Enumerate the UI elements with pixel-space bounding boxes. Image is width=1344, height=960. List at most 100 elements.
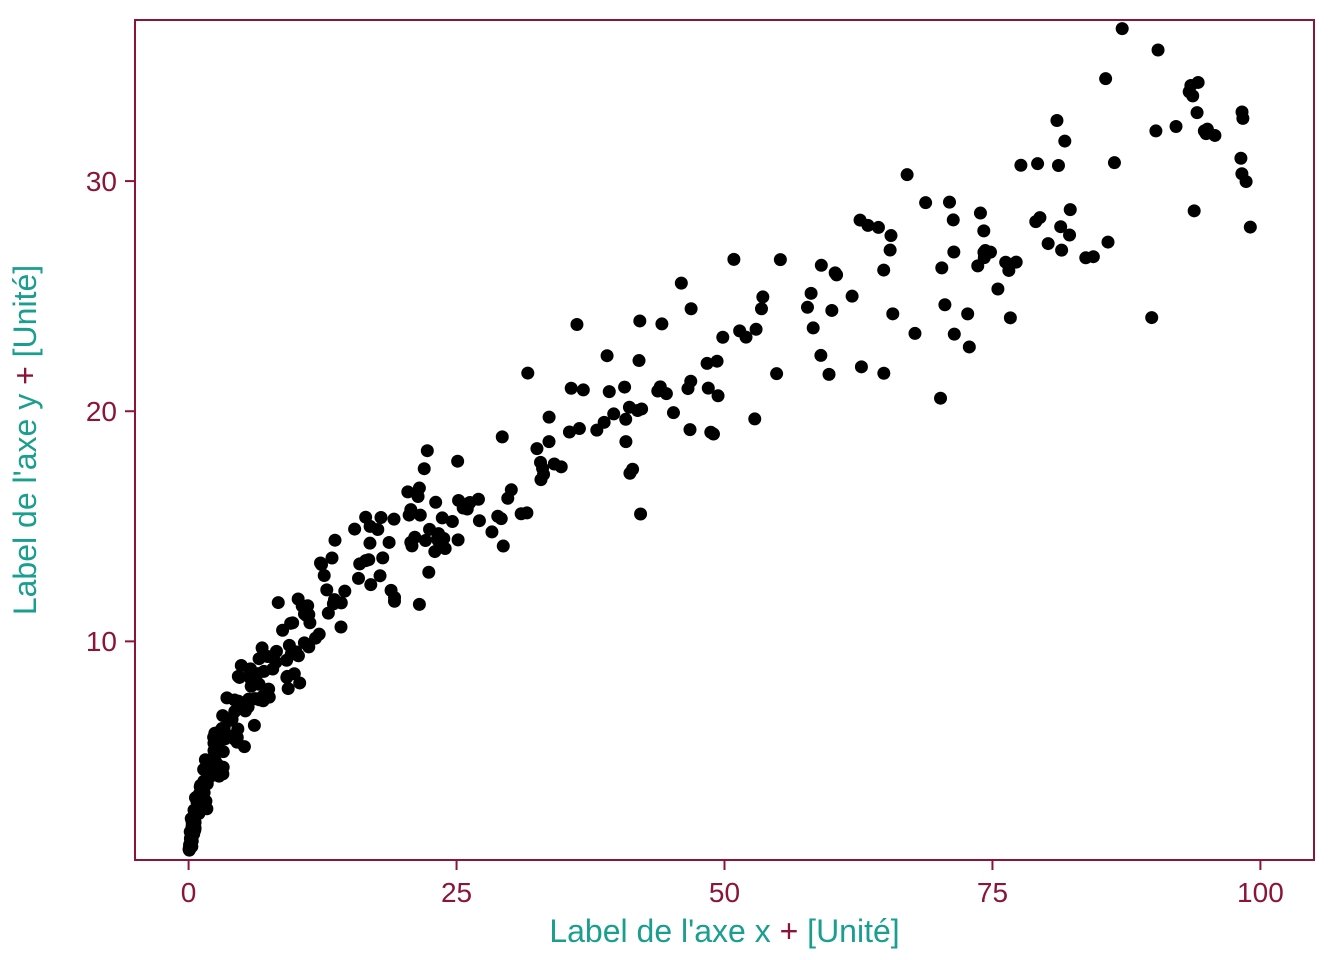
data-point (565, 382, 578, 395)
data-point (388, 595, 401, 608)
data-point (846, 290, 859, 303)
data-point (422, 566, 435, 579)
data-point (429, 496, 442, 509)
data-point (1149, 124, 1162, 137)
data-point (807, 321, 820, 334)
chart-svg: 0255075100102030Label de l'axe x + [Unit… (0, 0, 1344, 960)
data-point (437, 532, 450, 545)
data-point (1170, 120, 1183, 133)
data-point (607, 407, 620, 420)
data-point (830, 268, 843, 281)
data-point (501, 492, 514, 505)
data-point (228, 694, 241, 707)
data-point (601, 349, 614, 362)
data-point (1042, 237, 1055, 250)
data-point (1152, 43, 1165, 56)
data-point (947, 213, 960, 226)
x-tick-label: 75 (977, 877, 1008, 908)
data-point (335, 596, 348, 609)
data-point (855, 360, 868, 373)
data-point (1188, 204, 1201, 217)
data-point (543, 435, 556, 448)
data-point (534, 473, 547, 486)
data-point (248, 719, 261, 732)
data-point (1050, 114, 1063, 127)
data-point (1004, 311, 1017, 324)
data-point (414, 509, 427, 522)
data-point (451, 455, 464, 468)
data-point (756, 290, 769, 303)
data-point (1236, 112, 1249, 125)
data-point (707, 428, 720, 441)
data-point (231, 736, 244, 749)
data-point (543, 411, 556, 424)
data-point (948, 328, 961, 341)
data-point (1055, 244, 1068, 257)
data-point (603, 385, 616, 398)
data-point (1244, 221, 1257, 234)
data-point (1101, 236, 1114, 249)
data-point (877, 367, 890, 380)
x-axis-label: Label de l'axe x + [Unité] (549, 913, 899, 949)
data-point (774, 253, 787, 266)
data-point (683, 423, 696, 436)
data-point (280, 671, 293, 684)
data-point (235, 659, 248, 672)
data-point (563, 426, 576, 439)
data-point (716, 331, 729, 344)
data-point (428, 545, 441, 558)
data-point (328, 534, 341, 547)
data-point (619, 435, 632, 448)
data-point (701, 357, 714, 370)
data-point (963, 340, 976, 353)
data-point (901, 168, 914, 181)
data-point (801, 301, 814, 314)
data-point (496, 430, 509, 443)
data-point (376, 551, 389, 564)
x-tick-label: 0 (181, 877, 197, 908)
data-point (577, 383, 590, 396)
data-point (974, 207, 987, 220)
data-point (1234, 152, 1247, 165)
data-point (197, 775, 210, 788)
data-point (1058, 135, 1071, 148)
data-point (823, 368, 836, 381)
data-point (485, 525, 498, 538)
data-point (257, 665, 270, 678)
data-point (1079, 251, 1092, 264)
x-tick-label: 100 (1237, 877, 1284, 908)
data-point (570, 318, 583, 331)
data-point (534, 456, 547, 469)
data-point (943, 196, 956, 209)
data-point (815, 259, 828, 272)
data-point (302, 640, 315, 653)
data-point (660, 387, 673, 400)
data-point (318, 569, 331, 582)
data-point (521, 367, 534, 380)
data-point (530, 442, 543, 455)
data-point (1235, 167, 1248, 180)
data-point (1186, 89, 1199, 102)
x-tick-label: 50 (709, 877, 740, 908)
data-point (359, 554, 372, 567)
data-point (977, 224, 990, 237)
data-point (408, 531, 421, 544)
data-point (338, 585, 351, 598)
data-point (452, 533, 465, 546)
data-point (750, 323, 763, 336)
x-tick-label: 25 (441, 877, 472, 908)
data-point (388, 513, 401, 526)
data-point (770, 367, 783, 380)
data-point (1191, 106, 1204, 119)
data-point (634, 507, 647, 520)
data-point (872, 221, 885, 234)
data-point (187, 814, 200, 827)
data-point (685, 302, 698, 315)
data-point (374, 511, 387, 524)
data-point (520, 506, 533, 519)
data-point (991, 283, 1004, 296)
data-point (1108, 156, 1121, 169)
data-point (364, 578, 377, 591)
data-point (314, 556, 327, 569)
data-point (978, 251, 991, 264)
